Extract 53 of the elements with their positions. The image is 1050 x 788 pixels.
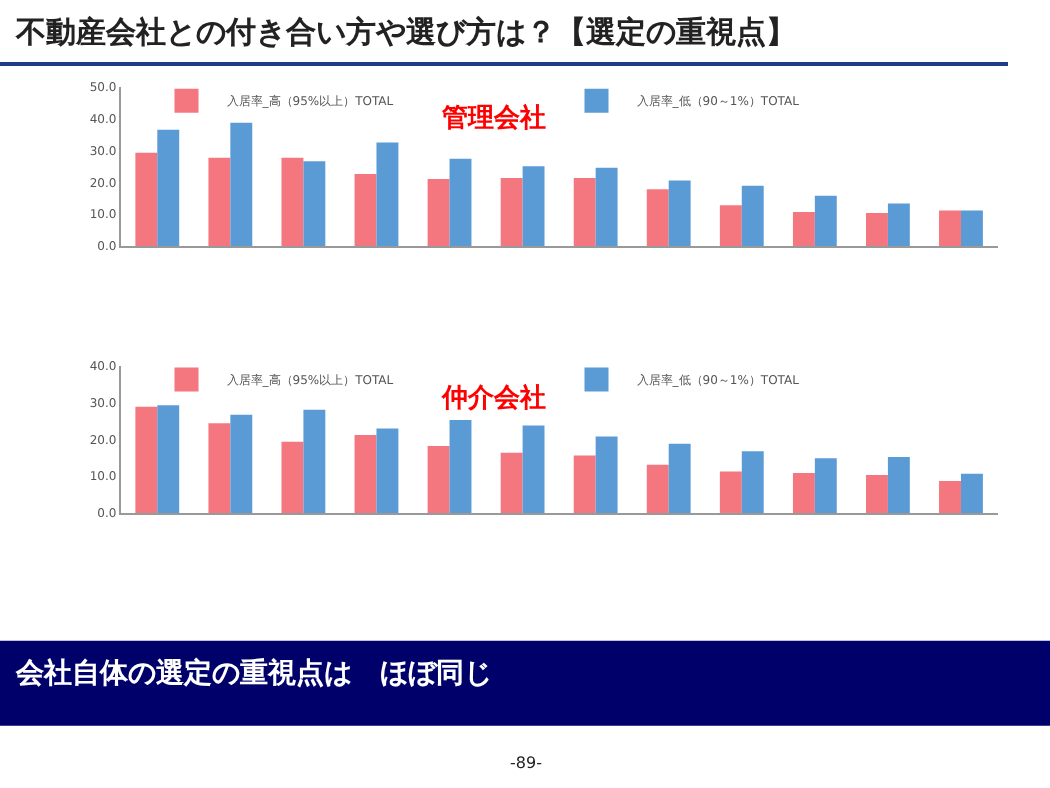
bar [500, 452, 523, 513]
bar [449, 419, 472, 513]
bar [449, 158, 472, 246]
bar [230, 414, 253, 513]
bar [865, 212, 888, 246]
bar [668, 180, 691, 246]
bar [208, 157, 231, 246]
bar [157, 129, 180, 246]
bar [887, 457, 910, 513]
bar [281, 157, 304, 246]
bar [354, 173, 377, 246]
bar [376, 428, 399, 513]
bar [741, 185, 764, 246]
bar [939, 210, 961, 246]
bar [573, 178, 596, 246]
bar [939, 480, 961, 513]
bar [573, 455, 596, 513]
bar [595, 167, 618, 246]
bar [376, 142, 399, 246]
bar [427, 446, 450, 513]
bar [157, 405, 180, 513]
bar [500, 178, 523, 246]
bar [887, 203, 910, 246]
bar [719, 471, 742, 513]
bar [595, 436, 618, 513]
bar [865, 475, 888, 513]
bar [354, 435, 377, 513]
bar [960, 210, 983, 246]
text: -89- [510, 754, 543, 772]
bar [522, 425, 545, 513]
text: 管理会社 [440, 102, 546, 134]
bar [960, 473, 983, 513]
bar [208, 423, 231, 513]
bar [135, 152, 158, 246]
bar [668, 443, 691, 513]
bar [303, 161, 326, 246]
bar [303, 409, 326, 513]
text: 会社自体の選定の重視点は ほぼ同じ [14, 656, 492, 690]
bar [230, 122, 253, 246]
bar [814, 458, 837, 513]
bar [741, 451, 764, 513]
bar [281, 441, 304, 513]
bar [792, 211, 815, 246]
bar [522, 166, 545, 246]
bar [135, 406, 158, 513]
bar [427, 178, 450, 246]
bar [792, 472, 815, 513]
bar [646, 189, 669, 246]
bar [646, 464, 669, 513]
bar [814, 195, 837, 246]
bar [719, 205, 742, 246]
chart-title: 不動産会社との付き合い方や選び方は？【選定の重視点】 [14, 14, 796, 50]
text: 仲介会社 [440, 382, 546, 414]
